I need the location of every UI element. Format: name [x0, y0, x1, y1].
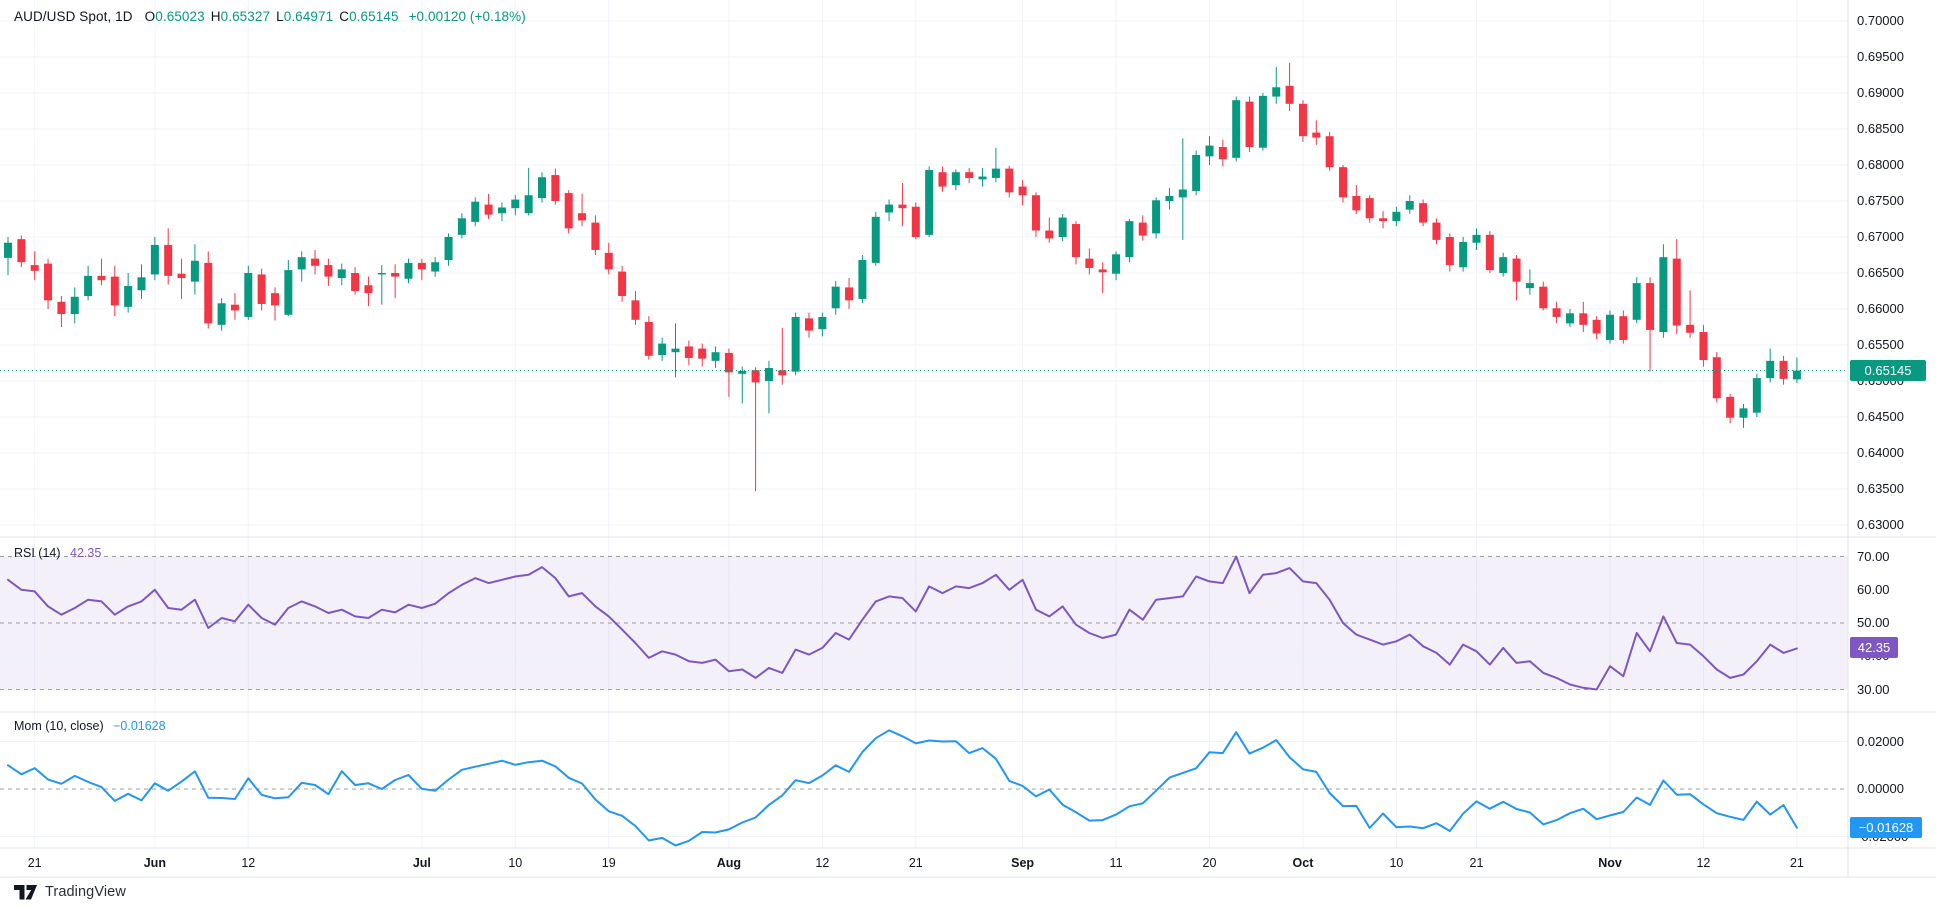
price-axis-tick: 0.68500 — [1857, 121, 1904, 136]
price-axis-tick: 0.66000 — [1857, 301, 1904, 316]
time-axis-day-tick: 12 — [241, 856, 256, 870]
price-axis-tick: 0.70000 — [1857, 13, 1904, 28]
mom-indicator-legend[interactable]: Mom (10, close) −0.01628 — [14, 719, 166, 733]
time-axis-day-tick: 10 — [1389, 856, 1404, 870]
time-axis-day-tick: 12 — [1696, 856, 1711, 870]
time-axis-month-tick: Nov — [1598, 856, 1622, 870]
time-axis-day-tick: 21 — [1469, 856, 1484, 870]
rsi-value: 42.35 — [70, 546, 102, 560]
price-axis-tick: 0.66500 — [1857, 265, 1904, 280]
rsi-axis-tick: 70.00 — [1857, 548, 1890, 564]
price-axis-tick: 0.69500 — [1857, 49, 1904, 64]
rsi-axis-tick: 30.00 — [1857, 681, 1890, 697]
rsi-label: RSI (14) — [14, 546, 61, 560]
rsi-axis-tick: 60.00 — [1857, 581, 1890, 597]
time-axis-month-tick: Jul — [412, 856, 431, 870]
rsi-axis-tick: 50.00 — [1857, 615, 1890, 630]
time-axis-month-tick: Jun — [143, 856, 166, 870]
price-axis-tick: 0.63500 — [1857, 481, 1904, 496]
time-axis-day-tick: 11 — [1109, 856, 1123, 870]
symbol-legend[interactable]: AUD/USD Spot, 1D O0.65023 H0.65327 L0.64… — [14, 9, 526, 24]
price-axis-tick: 0.68000 — [1857, 157, 1904, 172]
mom-label: Mom (10, close) — [14, 719, 104, 733]
rsi-indicator-legend[interactable]: RSI (14) 42.35 — [14, 546, 101, 560]
mom-axis-tick: 0.02000 — [1857, 733, 1904, 749]
price-axis-tick: 0.64000 — [1857, 445, 1904, 460]
tradingview-logo-icon — [14, 884, 37, 899]
mom-axis-tick: 0.00000 — [1857, 781, 1904, 796]
time-axis-day-tick: 10 — [508, 856, 523, 870]
ohlc-close: C0.65145 — [339, 9, 399, 24]
time-axis-month-tick: Aug — [716, 856, 742, 870]
time-axis-month-tick: Sep — [1011, 856, 1035, 870]
tradingview-logo[interactable]: TradingView — [14, 884, 126, 900]
price-axis-tick: 0.64500 — [1857, 409, 1904, 424]
time-axis-day-tick: 21 — [27, 856, 42, 870]
ohlc-high: H0.65327 — [210, 9, 271, 24]
rsi-value-badge: 42.35 — [1850, 637, 1898, 659]
time-axis-day-tick: 20 — [1202, 856, 1217, 870]
price-axis-tick: 0.65500 — [1857, 337, 1904, 352]
tradingview-logo-text: TradingView — [45, 884, 126, 900]
time-axis-day-tick: 19 — [601, 856, 616, 870]
last-price-badge: 0.65145 — [1850, 359, 1926, 381]
symbol-title: AUD/USD Spot, 1D — [14, 9, 133, 24]
time-axis-day-tick: 12 — [815, 856, 830, 870]
time-axis-day-tick: 21 — [1789, 856, 1804, 870]
mom-value: −0.01628 — [113, 719, 166, 733]
change-value: +0.00120 (+0.18%) — [408, 9, 526, 24]
time-axis-day-tick: 21 — [908, 856, 923, 870]
ohlc-open: O0.65023 — [144, 9, 205, 24]
time-axis-month-tick: Oct — [1292, 856, 1314, 870]
price-axis-tick: 0.69000 — [1857, 85, 1904, 100]
price-axis-tick: 0.67500 — [1857, 193, 1904, 208]
price-axis-tick: 0.67000 — [1857, 229, 1904, 244]
mom-value-badge: −0.01628 — [1850, 816, 1922, 838]
ohlc-low: L0.64971 — [276, 9, 334, 24]
price-axis-tick: 0.63000 — [1857, 517, 1904, 532]
